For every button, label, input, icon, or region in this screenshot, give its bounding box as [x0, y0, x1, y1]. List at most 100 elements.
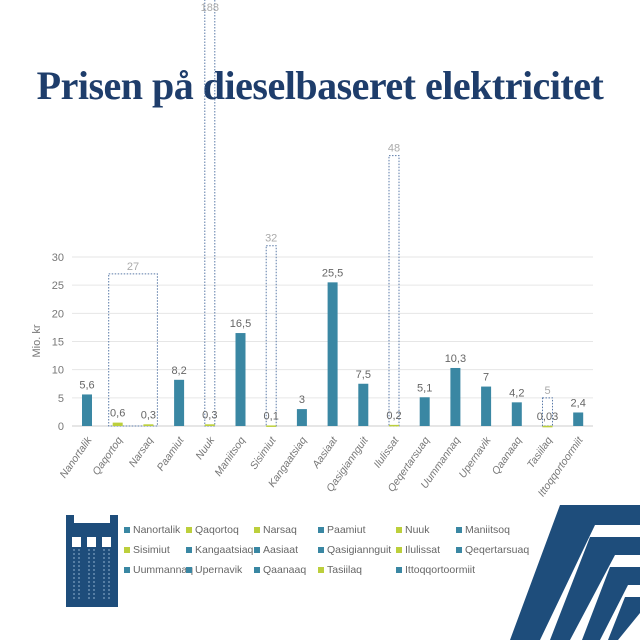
x-tick-label: Paamiut [155, 434, 188, 473]
x-tick-label: Aasiaat [310, 434, 341, 471]
outlined-total-box [265, 245, 277, 427]
x-tick-label: Narsaq [127, 435, 156, 470]
outlined-total-label: 48 [388, 143, 400, 155]
y-tick-label: 20 [52, 308, 64, 320]
bar [143, 424, 154, 426]
legend: Nanortalik Qaqortoq Narsaq Paamiut Nuuk Manii… [124, 524, 534, 576]
bar [481, 386, 492, 426]
bar [542, 425, 553, 428]
bar [389, 424, 399, 427]
outlined-total-label: 188 [201, 2, 219, 14]
legend-label: Uummannaq [133, 564, 194, 576]
data-label: 7 [483, 372, 489, 384]
legend-item: Ittoqqortoormiit [396, 564, 475, 576]
legend-label: Nuuk [405, 524, 430, 536]
legend-label: Qeqertarsuaq [465, 544, 530, 556]
data-label: 0,3 [141, 409, 156, 421]
x-tick-label: Sisimiut [248, 434, 280, 472]
legend-swatch [396, 567, 402, 573]
outlined-total-box [204, 0, 216, 427]
legend-swatch [396, 547, 402, 553]
data-label: 5,1 [417, 382, 432, 394]
bar [112, 422, 123, 426]
legend-label: Qasigiannguit [327, 544, 392, 556]
outlined-total-box [388, 155, 400, 427]
legend-label: Ilulissat [405, 544, 441, 556]
data-label: 0,6 [110, 408, 125, 420]
legend-item: Qasigiannguit [318, 544, 394, 556]
legend-swatch [186, 527, 192, 533]
x-tick-label: Qaanaaq [490, 435, 525, 477]
legend-swatch [318, 567, 324, 573]
legend-swatch [318, 547, 324, 553]
legend-item: Maniitsoq [456, 524, 532, 536]
bar [235, 333, 246, 426]
data-label: 3 [299, 394, 305, 406]
data-label: 0,03 [537, 411, 558, 423]
legend-label: Kangaatsiaq [195, 544, 254, 556]
legend-item: Sisimiut [124, 544, 184, 556]
x-tick-label: Qaqortoq [90, 435, 125, 478]
legend-swatch [124, 527, 130, 533]
legend-label: Aasiaat [263, 544, 299, 556]
y-tick-label: 25 [52, 280, 64, 292]
y-tick-label: 0 [58, 421, 64, 433]
legend-item: Narsaq [254, 524, 316, 536]
legend-item: Ilulissat [396, 544, 454, 556]
x-tick-label: Ilulissat [372, 434, 403, 470]
legend-item: Qeqertarsuaq [456, 544, 532, 556]
data-label: 25,5 [322, 267, 343, 279]
bar [419, 397, 430, 426]
legend-swatch [254, 547, 260, 553]
bar [296, 409, 307, 426]
legend-swatch [186, 567, 192, 573]
legend-label: Maniitsoq [465, 524, 510, 536]
bar [174, 379, 185, 426]
legend-item: Uummannaq [124, 564, 193, 576]
outlined-total-box [108, 273, 158, 427]
logo-stripes-decoration [510, 505, 640, 640]
legend-label: Qaqortoq [195, 524, 239, 536]
legend-item: Nanortalik [124, 524, 184, 536]
legend-swatch [456, 547, 462, 553]
y-axis-label: Mio. kr [31, 324, 43, 357]
hydro-dam-icon [66, 515, 118, 607]
data-label: 0,2 [386, 410, 401, 422]
legend-label: Paamiut [327, 524, 366, 536]
legend-label: Ittoqqortoormiit [405, 564, 476, 576]
legend-label: Upernavik [195, 564, 243, 576]
bar [327, 282, 338, 426]
data-label: 16,5 [230, 318, 251, 330]
outlined-total-label: 32 [265, 233, 277, 245]
y-tick-label: 5 [58, 393, 64, 405]
data-label: 0,1 [264, 410, 279, 422]
legend-label: Qaanaaq [263, 564, 307, 576]
data-label: 5,6 [79, 379, 94, 391]
y-tick-label: 10 [52, 365, 64, 377]
legend-label: Nanortalik [133, 524, 181, 536]
x-tick-label: Maniitsoq [212, 435, 248, 479]
legend-swatch [124, 567, 130, 573]
legend-item: Kangaatsiaq [186, 544, 254, 556]
legend-swatch [254, 567, 260, 573]
bar [204, 424, 215, 426]
chart-title: Prisen på dieselbaseret elektricitet [36, 63, 604, 108]
bar [266, 425, 277, 427]
bar [358, 383, 369, 426]
legend-label: Narsaq [263, 524, 297, 536]
data-label: 10,3 [445, 353, 466, 365]
legend-swatch [318, 527, 324, 533]
data-label: 8,2 [171, 365, 186, 377]
bar [82, 394, 92, 426]
legend-swatch [186, 547, 192, 553]
legend-swatch [396, 527, 402, 533]
legend-label: Sisimiut [133, 544, 170, 556]
outlined-total-label: 27 [127, 261, 139, 273]
outlined-total-label: 5 [544, 385, 550, 397]
x-tick-label: Nuuk [193, 434, 217, 462]
data-label: 4,2 [509, 387, 524, 399]
bar [511, 402, 522, 426]
legend-item: Tasiilaq [318, 564, 394, 576]
data-label: 7,5 [356, 369, 371, 381]
x-tick-label: Nanortalik [58, 434, 95, 480]
